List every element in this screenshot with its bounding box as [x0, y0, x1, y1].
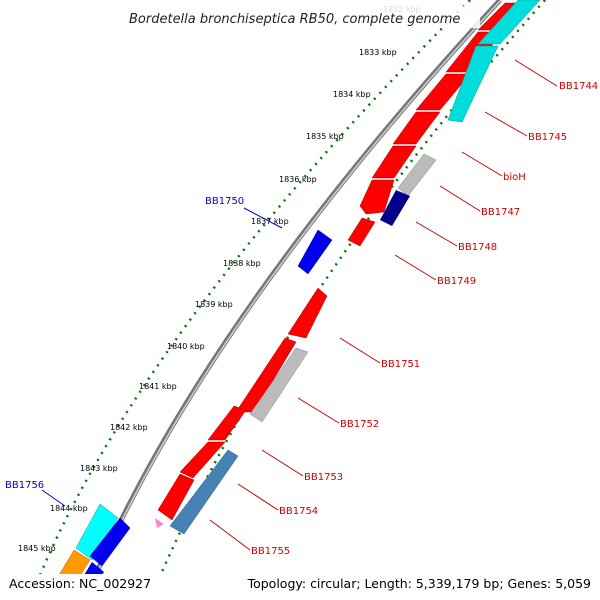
genes-label: Genes: — [507, 576, 552, 591]
gene-red-8[interactable] — [287, 287, 328, 339]
gene-label-bb1751[interactable]: BB1751 — [381, 359, 420, 370]
gene-cyan-2[interactable] — [447, 45, 499, 123]
gene-label-bb1752[interactable]: BB1752 — [340, 419, 379, 430]
gene-red-10[interactable] — [207, 405, 247, 441]
length-value: 5,339,179 bp — [415, 576, 500, 591]
gene-pink[interactable] — [155, 518, 164, 528]
topology-value: circular — [310, 576, 357, 591]
topology-info: Topology: circular; Length: 5,339,179 bp… — [247, 576, 591, 591]
gene-orange[interactable] — [50, 549, 91, 598]
topology-label: Topology: — [247, 576, 307, 591]
gene-label-bb1753[interactable]: BB1753 — [304, 472, 343, 483]
tick-label: 1844 kbp — [50, 504, 88, 513]
map-footer: Accession: NC_002927 Topology: circular;… — [0, 574, 600, 600]
tick-label: 1835 kbp — [306, 132, 344, 141]
length-label: Length: — [364, 576, 412, 591]
tick-label: 1845 kbp — [18, 544, 56, 553]
gene-label-bb1750[interactable]: BB1750 — [205, 196, 244, 207]
gene-label-bb1747[interactable]: BB1747 — [481, 207, 520, 218]
gene-red-5[interactable] — [371, 145, 417, 179]
tick-label: 1833 kbp — [359, 48, 397, 57]
tick-label: 1843 kbp — [80, 464, 118, 473]
gene-label-bb1749[interactable]: BB1749 — [437, 276, 476, 287]
gene-label-bb1755[interactable]: BB1755 — [251, 546, 290, 557]
gene-red-4[interactable] — [392, 111, 441, 145]
gene-cyan-1[interactable] — [477, 0, 541, 45]
accession-value: NC_002927 — [79, 576, 152, 591]
gene-label-bb1748[interactable]: BB1748 — [458, 242, 497, 253]
gene-blue-1[interactable] — [297, 229, 333, 275]
gene-cyan-3[interactable] — [75, 503, 119, 561]
genome-title: Bordetella bronchiseptica RB50, complete… — [129, 12, 460, 27]
genes-value: 5,059 — [555, 576, 591, 591]
tick-label: 1842 kbp — [110, 423, 148, 432]
gene-blue-2[interactable] — [89, 517, 131, 567]
tick-label: 1840 kbp — [167, 342, 205, 351]
tick-label: 1838 kbp — [223, 259, 261, 268]
tick-label: 1839 kbp — [195, 300, 233, 309]
gene-label-bb1756[interactable]: BB1756 — [5, 480, 44, 491]
gene-grey-2[interactable] — [249, 347, 309, 423]
gene-label-bb1744[interactable]: BB1744 — [559, 81, 598, 92]
gene-labels: BB1744 BB1745 bioH BB1747 BB1748 BB1749 … — [5, 81, 598, 557]
tick-label: 1836 kbp — [279, 175, 317, 184]
label-leaders — [41, 59, 558, 551]
forward-strand-genes — [155, 2, 531, 528]
gene-red-7[interactable] — [347, 217, 376, 247]
gene-steelblue[interactable] — [169, 449, 239, 535]
gene-red-12[interactable] — [157, 473, 195, 521]
gene-red-3[interactable] — [415, 73, 471, 111]
tick-label: 1834 kbp — [333, 90, 371, 99]
gene-blue-3[interactable] — [70, 562, 104, 600]
feature-track — [50, 0, 541, 600]
accession-label: Accession: — [9, 576, 76, 591]
tick-label: 1841 kbp — [139, 382, 177, 391]
gene-navy[interactable] — [380, 190, 410, 226]
outer-tick-track — [39, 0, 471, 574]
gene-red-6[interactable] — [359, 179, 395, 215]
gene-red-11[interactable] — [179, 441, 226, 479]
accession-info: Accession: NC_002927 — [9, 576, 151, 591]
gene-label-bb1754[interactable]: BB1754 — [279, 506, 318, 517]
gene-label-bb1745[interactable]: BB1745 — [528, 132, 567, 143]
gene-label-bioh[interactable]: bioH — [503, 172, 526, 183]
